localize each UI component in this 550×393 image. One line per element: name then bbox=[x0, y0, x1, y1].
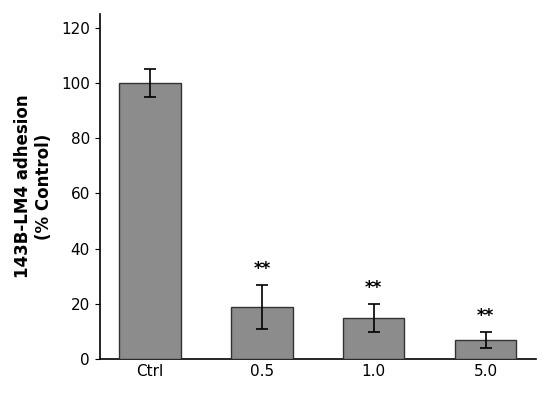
Bar bbox=[231, 307, 293, 359]
Text: **: ** bbox=[477, 307, 494, 325]
Y-axis label: 143B-LM4 adhesion
(% Control): 143B-LM4 adhesion (% Control) bbox=[14, 95, 53, 278]
Bar bbox=[343, 318, 404, 359]
Text: **: ** bbox=[254, 260, 271, 278]
Text: **: ** bbox=[365, 279, 382, 297]
Bar bbox=[119, 83, 181, 359]
Bar bbox=[455, 340, 516, 359]
